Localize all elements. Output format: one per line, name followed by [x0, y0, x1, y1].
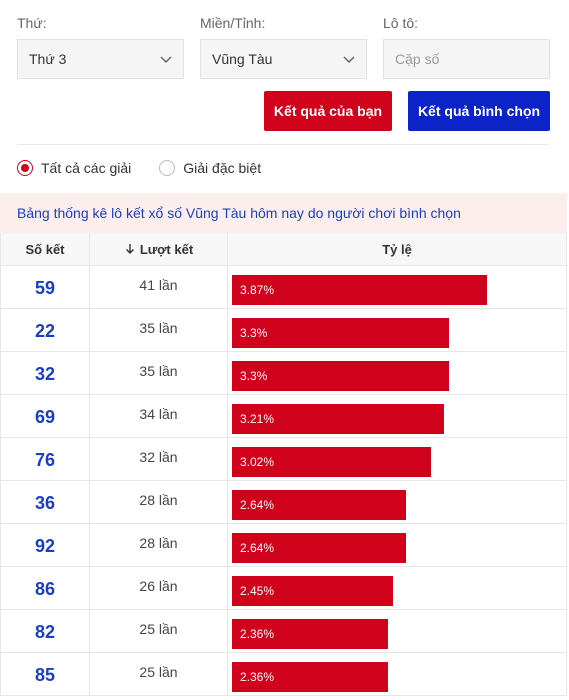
- stats-table: Số kết Lượt kết Tỷ lệ 59 41 lần 3.87% 22 35 …: [0, 233, 567, 696]
- table-row: 36 28 lần 2.64%: [1, 481, 566, 524]
- ratio-bar: 3.87%: [232, 275, 487, 305]
- row-number[interactable]: 85: [1, 653, 90, 695]
- ratio-bar: 2.64%: [232, 533, 406, 563]
- row-ratio-cell: 2.64%: [228, 481, 566, 523]
- radio-checked-icon[interactable]: [17, 160, 33, 176]
- row-ratio-cell: 3.02%: [228, 438, 566, 480]
- filter-panel: Thứ: Thứ 3 Miền/Tỉnh: Vũng Tàu Lô tô: Cặ…: [0, 0, 569, 180]
- region-select[interactable]: Vũng Tàu: [200, 39, 367, 79]
- row-ratio-cell: 3.3%: [228, 309, 566, 351]
- header-count-label: Lượt kết: [139, 241, 194, 257]
- loto-input-placeholder: Cặp số: [395, 51, 440, 67]
- day-select-value: Thứ 3: [29, 51, 67, 67]
- header-ratio[interactable]: Tỷ lệ: [382, 241, 412, 257]
- row-ratio-cell: 2.36%: [228, 610, 566, 652]
- row-ratio-cell: 3.3%: [228, 352, 566, 394]
- loto-label: Lô tô:: [383, 15, 419, 31]
- table-row: 69 34 lần 3.21%: [1, 395, 566, 438]
- row-ratio-cell: 3.87%: [228, 266, 566, 308]
- day-label: Thứ:: [17, 15, 47, 31]
- row-count: 34 lần: [90, 395, 228, 437]
- loto-input[interactable]: Cặp số: [383, 39, 550, 79]
- row-ratio-cell: 2.36%: [228, 653, 566, 695]
- row-number[interactable]: 82: [1, 610, 90, 652]
- ratio-bar: 2.36%: [232, 662, 388, 692]
- row-count: 35 lần: [90, 352, 228, 394]
- row-count: 25 lần: [90, 610, 228, 652]
- row-count: 28 lần: [90, 524, 228, 566]
- table-row: 86 26 lần 2.45%: [1, 567, 566, 610]
- row-count: 35 lần: [90, 309, 228, 351]
- table-body: 59 41 lần 3.87% 22 35 lần 3.3% 32 35 lần 3.3% 69 3…: [1, 266, 566, 696]
- region-select-value: Vũng Tàu: [212, 51, 273, 67]
- radio-group: Tất cả các giải Giải đặc biệt: [17, 158, 261, 178]
- table-row: 32 35 lần 3.3%: [1, 352, 566, 395]
- row-ratio-cell: 2.64%: [228, 524, 566, 566]
- region-label: Miền/Tỉnh:: [200, 15, 266, 31]
- day-select[interactable]: Thứ 3: [17, 39, 184, 79]
- table-row: 85 25 lần 2.36%: [1, 653, 566, 696]
- chevron-down-icon: [160, 56, 172, 64]
- row-number[interactable]: 86: [1, 567, 90, 609]
- row-ratio-cell: 3.21%: [228, 395, 566, 437]
- row-count: 41 lần: [90, 266, 228, 308]
- row-number[interactable]: 59: [1, 266, 90, 308]
- table-header: Số kết Lượt kết Tỷ lệ: [1, 233, 566, 266]
- radio-all-prizes-label: Tất cả các giải: [41, 160, 132, 176]
- table-row: 59 41 lần 3.87%: [1, 266, 566, 309]
- table-row: 76 32 lần 3.02%: [1, 438, 566, 481]
- ratio-bar: 3.21%: [232, 404, 444, 434]
- radio-unchecked-icon[interactable]: [159, 160, 176, 176]
- ratio-bar: 3.02%: [232, 447, 431, 477]
- your-result-button[interactable]: Kết quả của bạn: [264, 91, 392, 131]
- row-ratio-cell: 2.45%: [228, 567, 566, 609]
- row-count: 28 lần: [90, 481, 228, 523]
- radio-special-prize[interactable]: Giải đặc biệt: [159, 160, 261, 176]
- row-number[interactable]: 76: [1, 438, 90, 480]
- row-number[interactable]: 22: [1, 309, 90, 351]
- vote-result-button[interactable]: Kết quả bình chọn: [408, 91, 550, 131]
- table-row: 82 25 lần 2.36%: [1, 610, 566, 653]
- ratio-bar: 2.45%: [232, 576, 393, 606]
- table-row: 22 35 lần 3.3%: [1, 309, 566, 352]
- chevron-down-icon: [343, 56, 355, 64]
- arrow-down-icon: [125, 244, 134, 254]
- radio-all-prizes[interactable]: Tất cả các giải: [17, 160, 131, 176]
- row-number[interactable]: 36: [1, 481, 90, 523]
- table-row: 92 28 lần 2.64%: [1, 524, 566, 567]
- ratio-bar: 3.3%: [232, 318, 449, 348]
- ratio-bar: 2.64%: [232, 490, 406, 520]
- row-number[interactable]: 69: [1, 395, 90, 437]
- row-count: 32 lần: [90, 438, 228, 480]
- row-count: 26 lần: [90, 567, 228, 609]
- ratio-bar: 2.36%: [232, 619, 388, 649]
- header-count[interactable]: Lượt kết: [90, 233, 228, 265]
- row-number[interactable]: 32: [1, 352, 90, 394]
- divider: [17, 144, 549, 145]
- row-number[interactable]: 92: [1, 524, 90, 566]
- stats-notice: Bảng thống kê lô kết xổ số Vũng Tàu hôm …: [0, 193, 567, 233]
- row-count: 25 lần: [90, 653, 228, 695]
- header-number[interactable]: Số kết: [1, 233, 90, 265]
- ratio-bar: 3.3%: [232, 361, 449, 391]
- radio-special-prize-label: Giải đặc biệt: [183, 160, 262, 176]
